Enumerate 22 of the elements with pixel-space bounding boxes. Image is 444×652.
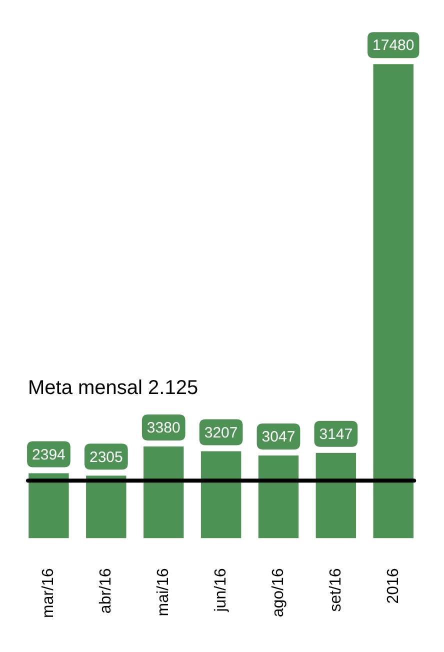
data-label: 17480 (372, 37, 414, 54)
x-tick-label: abr/16 (98, 568, 115, 614)
bar (200, 451, 242, 538)
bar (373, 64, 414, 538)
bar (258, 456, 299, 538)
x-tick-label: mar/16 (40, 568, 58, 618)
x-tick-label: mai/16 (155, 568, 172, 616)
data-label: 3380 (146, 420, 180, 437)
data-label: 3147 (319, 426, 353, 443)
bar (144, 446, 184, 538)
data-label: 3047 (262, 428, 296, 446)
bar (86, 476, 126, 538)
ref-line-label: Meta mensal 2.125 (28, 377, 198, 400)
bar (28, 473, 69, 538)
x-tick-label: 2016 (384, 568, 402, 604)
data-label: 2305 (89, 448, 123, 466)
bar (316, 452, 356, 538)
x-tick-label: ago/16 (270, 568, 287, 618)
data-label: 3207 (204, 424, 238, 442)
x-tick-label: jun/16 (212, 568, 230, 613)
x-tick-label: set/16 (327, 568, 344, 612)
data-label: 2394 (32, 446, 66, 464)
